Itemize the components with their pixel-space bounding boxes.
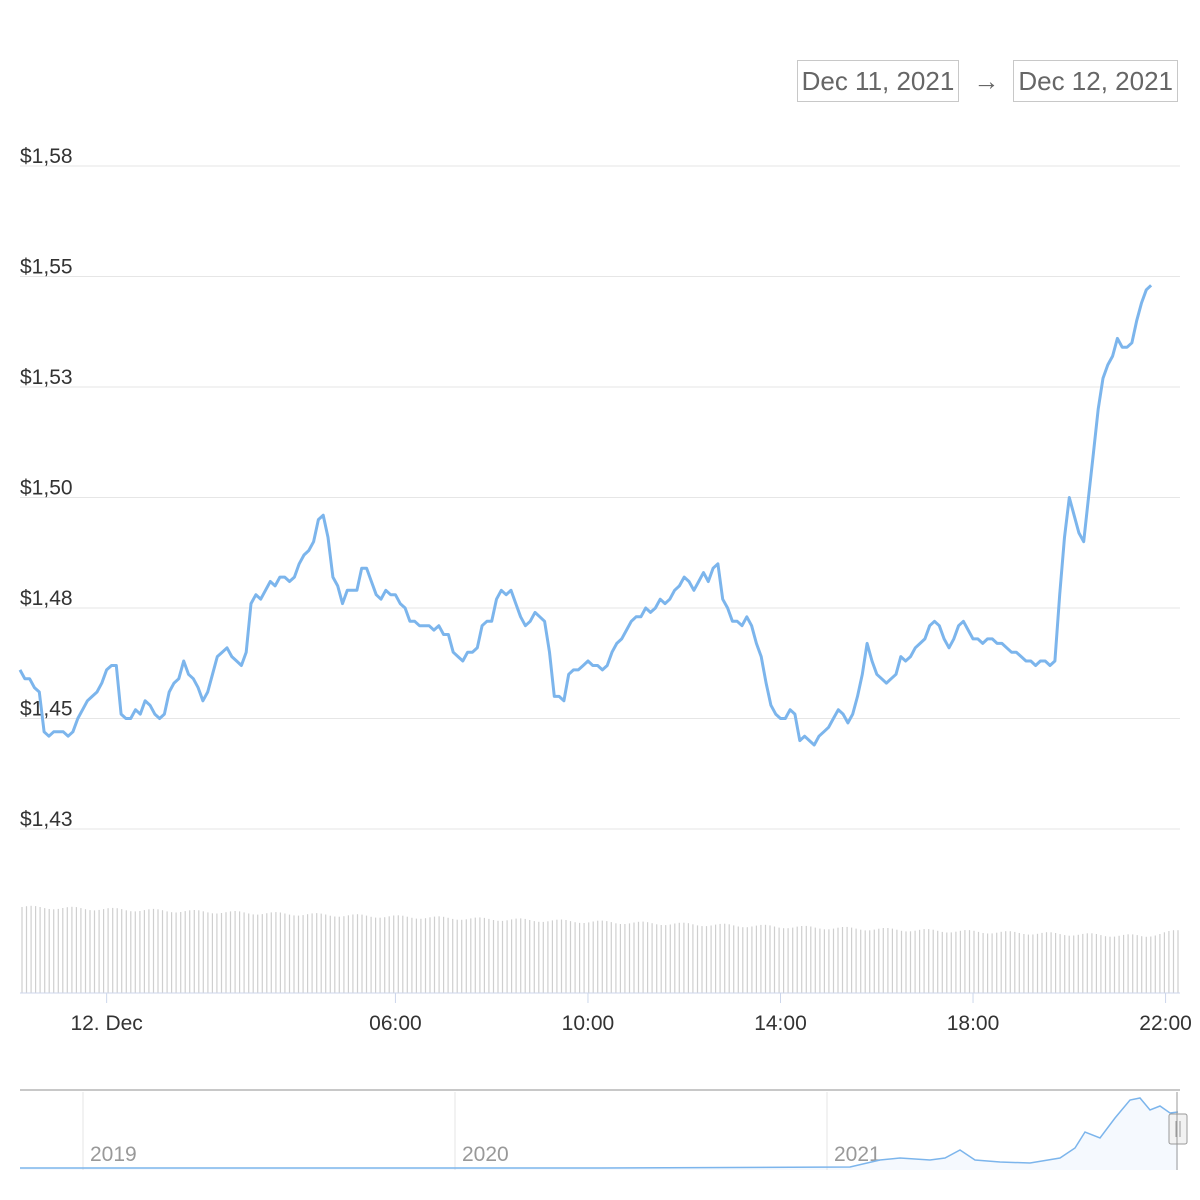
x-tick-label: 14:00 [754,1012,807,1035]
navigator[interactable]: 2019 2020 2021 [20,1089,1188,1170]
y-tick-label: $1,53 [20,366,73,389]
navigator-year-label: 2021 [834,1143,881,1166]
price-series-line [18,284,1153,747]
x-tick-label: 06:00 [369,1012,422,1035]
y-tick-label: $1,45 [20,698,73,721]
navigator-area [20,1098,1178,1170]
navigator-year-label: 2020 [462,1143,509,1166]
date-range-from-input[interactable]: Dec 11, 2021 [796,60,960,102]
x-tick-label: 18:00 [947,1012,1000,1035]
y-tick-label: $1,55 [20,256,73,279]
y-gridlines [20,165,1180,830]
x-tick-label: 22:00 [1139,1012,1192,1035]
volume-bars [21,905,1179,993]
date-range-selector: Dec 11, 2021 → Dec 12, 2021 [796,60,1178,102]
y-tick-label: $1,50 [20,477,73,500]
y-tick-label: $1,58 [20,145,73,168]
navigator-year-label: 2019 [90,1143,137,1166]
x-axis-ticks: 12. Dec 06:00 10:00 14:00 18:00 22:00 [70,993,1192,1035]
y-tick-label: $1,43 [20,808,73,831]
x-tick-label: 12. Dec [70,1012,142,1035]
navigator-year-gridlines: 2019 2020 2021 [82,1092,881,1170]
navigator-handle-right[interactable] [1168,1113,1188,1145]
y-axis-labels: $1,58 $1,55 $1,53 $1,50 $1,48 $1,45 $1,43 [20,145,73,831]
x-tick-label: 10:00 [562,1012,615,1035]
navigator-line [20,1097,1179,1169]
date-range-to-input[interactable]: Dec 12, 2021 [1013,60,1178,102]
y-tick-label: $1,48 [20,587,73,610]
date-range-arrow: → [973,65,1000,96]
